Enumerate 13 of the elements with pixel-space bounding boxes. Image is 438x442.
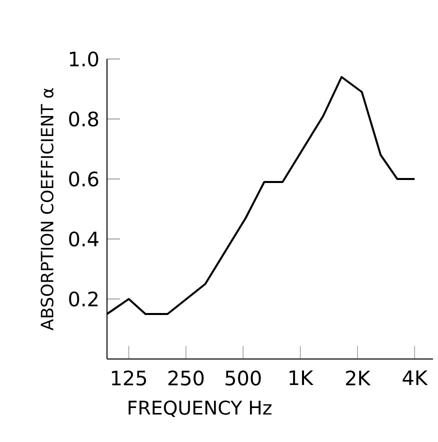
x-tick-label: 500 [226, 370, 261, 386]
x-axis-title: FREQUENCY Hz [128, 400, 272, 417]
x-tick-label: 250 [168, 370, 204, 386]
x-tick-label: 2K [346, 370, 371, 386]
y-axis-title: ABSORPTION COEFFICIENT α [40, 88, 54, 330]
x-tick-label: 125 [112, 370, 146, 386]
x-tick-label: 4K [402, 370, 428, 386]
y-tick-label: 0.6 [69, 171, 98, 187]
y-tick-label: 0.8 [69, 111, 98, 127]
y-tick-label: 1.0 [70, 51, 98, 67]
x-tick-label: 1K [290, 370, 314, 386]
y-tick-label: 0.2 [69, 291, 98, 307]
y-tick-label: 0.4 [69, 231, 98, 247]
